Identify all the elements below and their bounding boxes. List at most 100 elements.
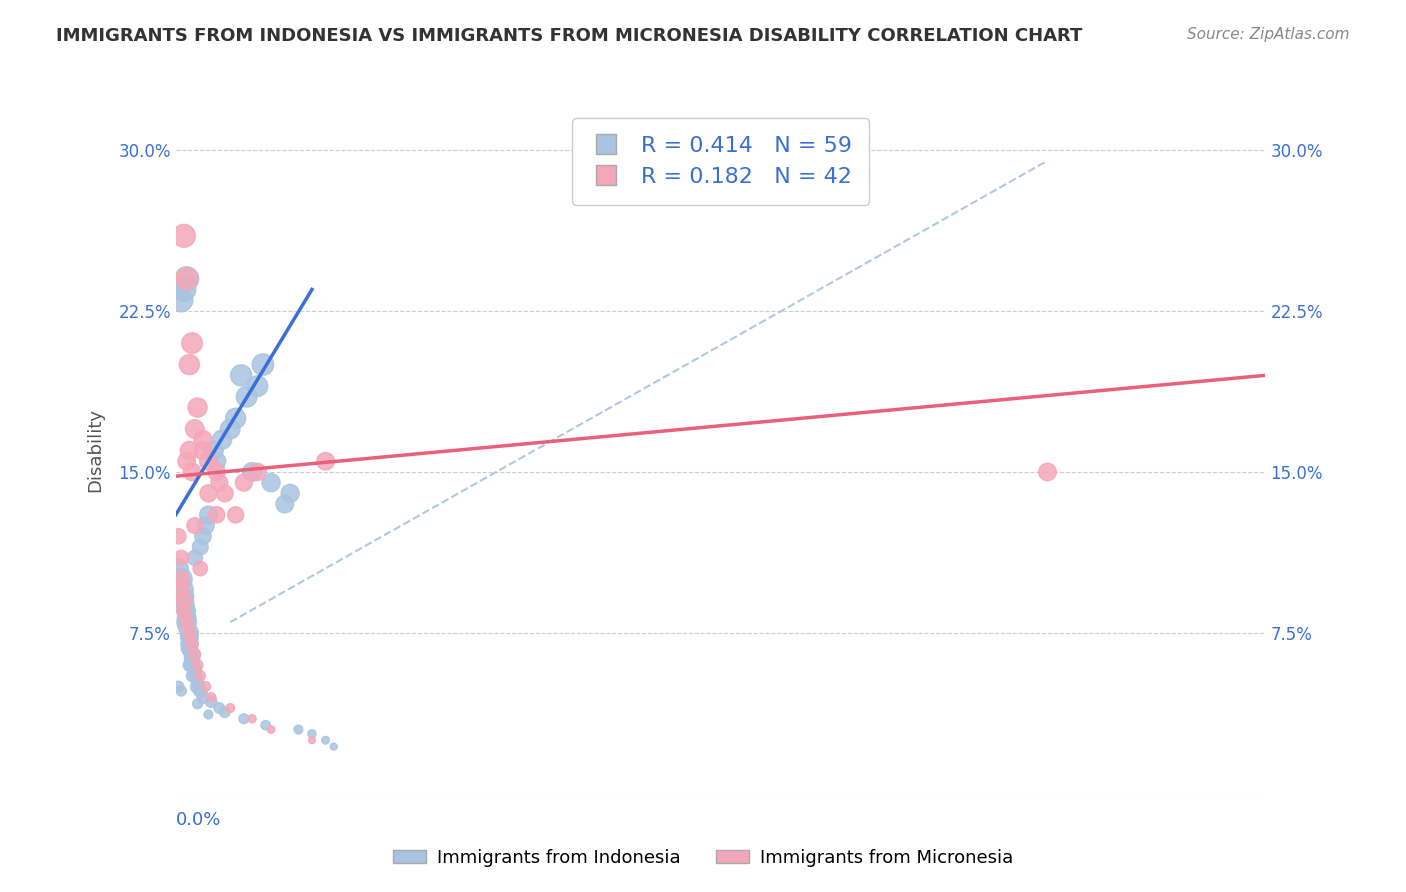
Point (184, 662, 207, 676)
Point (181, 651, 204, 665)
Point (184, 550, 207, 565)
Point (184, 648, 207, 662)
Point (315, 733, 337, 747)
Point (179, 637, 201, 651)
Text: Source: ZipAtlas.com: Source: ZipAtlas.com (1187, 27, 1350, 42)
Point (191, 443, 214, 458)
Point (232, 712, 254, 726)
Point (225, 411, 247, 425)
Point (1036, 465, 1059, 479)
Point (181, 658, 204, 673)
Point (184, 422, 207, 436)
Point (179, 658, 201, 673)
Point (186, 680, 209, 694)
Point (173, 283, 195, 297)
Legend: R = 0.414   N = 59, R = 0.182   N = 42: R = 0.414 N = 59, R = 0.182 N = 42 (572, 118, 869, 205)
Point (208, 701, 231, 715)
Point (278, 486, 301, 500)
Point (197, 486, 219, 500)
Point (231, 368, 253, 383)
Point (188, 561, 211, 575)
Point (184, 518, 207, 533)
Point (205, 508, 228, 522)
Point (170, 293, 193, 308)
Point (186, 675, 209, 690)
Point (179, 626, 201, 640)
Point (219, 701, 242, 715)
Point (214, 486, 236, 500)
Point (260, 723, 283, 737)
Point (186, 401, 209, 415)
Point (188, 540, 211, 554)
Point (184, 669, 207, 683)
Point (260, 475, 283, 490)
Point (186, 697, 209, 711)
Point (167, 561, 190, 575)
Point (173, 604, 195, 618)
Point (252, 358, 274, 372)
Point (197, 508, 219, 522)
Point (179, 630, 201, 644)
Point (167, 529, 190, 543)
Text: IMMIGRANTS FROM INDONESIA VS IMMIGRANTS FROM MICRONESIA DISABILITY CORRELATION C: IMMIGRANTS FROM INDONESIA VS IMMIGRANTS … (56, 27, 1083, 45)
Point (181, 465, 204, 479)
Point (176, 611, 198, 625)
Point (176, 615, 198, 630)
Point (205, 454, 228, 468)
Point (167, 680, 190, 694)
Text: 0.0%: 0.0% (176, 811, 221, 829)
Point (194, 680, 217, 694)
Point (214, 706, 236, 720)
Point (200, 695, 222, 709)
Point (181, 648, 204, 662)
Point (200, 690, 222, 705)
Point (188, 669, 211, 683)
Legend: Immigrants from Indonesia, Immigrants from Micronesia: Immigrants from Indonesia, Immigrants fr… (387, 842, 1019, 874)
Point (301, 733, 323, 747)
Y-axis label: Disability: Disability (86, 409, 104, 492)
Point (176, 619, 198, 633)
Point (191, 433, 214, 447)
Point (235, 390, 257, 404)
Point (181, 336, 204, 351)
Point (176, 604, 198, 618)
Point (176, 271, 198, 285)
Point (322, 739, 344, 754)
Point (232, 475, 254, 490)
Point (170, 550, 193, 565)
Point (287, 723, 309, 737)
Point (274, 497, 297, 511)
Point (179, 358, 201, 372)
Point (179, 640, 201, 655)
Point (240, 465, 263, 479)
Point (202, 443, 225, 458)
Point (191, 690, 214, 705)
Point (197, 454, 219, 468)
Point (219, 422, 242, 436)
Point (170, 582, 193, 597)
Point (301, 727, 323, 741)
Point (315, 454, 337, 468)
Point (208, 475, 231, 490)
Point (205, 465, 228, 479)
Point (179, 626, 201, 640)
Point (173, 598, 195, 612)
Point (170, 572, 193, 586)
Point (191, 529, 214, 543)
Point (176, 615, 198, 630)
Point (179, 443, 201, 458)
Point (176, 271, 198, 285)
Point (188, 683, 211, 698)
Point (254, 718, 277, 732)
Point (211, 433, 233, 447)
Point (170, 572, 193, 586)
Point (246, 379, 269, 393)
Point (170, 683, 193, 698)
Point (240, 712, 263, 726)
Point (181, 637, 204, 651)
Point (173, 593, 195, 607)
Point (173, 593, 195, 607)
Point (173, 590, 195, 604)
Point (246, 465, 269, 479)
Point (225, 508, 247, 522)
